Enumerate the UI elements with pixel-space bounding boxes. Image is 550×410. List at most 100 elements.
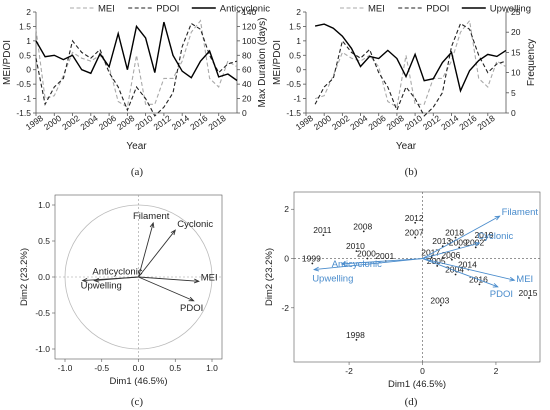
arrow-head: [188, 296, 195, 302]
arrow-head: [81, 277, 88, 283]
score-point: [528, 297, 530, 299]
arrow-head: [193, 278, 200, 284]
loading-arrow-pdoi: [422, 258, 498, 288]
score-point: [436, 265, 439, 267]
loading-label-cyclonic: Cyclonic: [477, 231, 513, 242]
y-left-tick-label: 1: [296, 36, 301, 46]
y-axis-right-title: Frequency: [526, 39, 537, 86]
y-right-tick-label: 15: [511, 47, 521, 57]
loading-label-upwelling: Upwelling: [81, 281, 122, 292]
series-line-mei: [314, 19, 507, 109]
y-right-tick-label: 120: [242, 21, 256, 31]
score-point: [454, 236, 457, 239]
x-tick-label: 1.0: [206, 363, 218, 373]
score-point: [414, 221, 417, 224]
score-label: 2005: [427, 256, 446, 266]
legend-entry-mei: MEI: [368, 4, 385, 15]
y-left-tick-label: 1.5: [19, 21, 31, 31]
score-point: [311, 262, 314, 265]
score-point: [454, 273, 457, 276]
arrow-head: [170, 229, 176, 236]
y-left-tick-label: 2: [26, 7, 31, 17]
series-line-pdoi: [314, 22, 507, 117]
y-axis-title: Dim2 (23.2%): [264, 248, 275, 306]
loading-label-pdoi: PDOI: [490, 289, 513, 300]
score-point: [322, 234, 325, 237]
loading-label-anticyclonic: Anticyclonic: [92, 267, 142, 278]
y-axis-right-title: Max Duration (days): [257, 17, 268, 107]
score-point: [474, 246, 477, 249]
series-line-anticyclonic: [35, 21, 238, 82]
legend-entry-pdoi: PDOI: [156, 4, 179, 15]
arrow-head: [149, 221, 155, 229]
loading-arrow-cyclonic: [138, 229, 176, 278]
y-axis-left-title: MEI/PDOI: [272, 40, 283, 85]
y-left-tick-label: 0.5: [289, 50, 301, 60]
y-tick-label: -2: [281, 303, 289, 313]
x-tick-label: -0.5: [94, 363, 109, 373]
score-label: 2007: [405, 228, 424, 238]
y-left-tick-label: -1.5: [286, 108, 301, 118]
panel-c-chart: -1.0 -0.5 0.0 0.5 1.0 -1.0 -0.5 0.0 0.5 1.0 Filame…: [19, 194, 223, 408]
score-label: 2015: [519, 288, 538, 298]
loading-arrow-upwelling: [314, 258, 423, 271]
score-label: 2019: [474, 230, 493, 240]
score-label: 2018: [445, 228, 464, 238]
y-right-tick-label: 140: [242, 7, 256, 17]
score-label: 2013: [432, 236, 451, 246]
x-tick-label: 2: [494, 366, 499, 376]
x-axis-title: Year: [396, 141, 417, 152]
y-tick-label: -0.5: [35, 308, 50, 318]
loading-label-filament: Filament: [502, 207, 539, 218]
y-left-tick-label: 0.5: [19, 50, 31, 60]
score-label: 2008: [353, 221, 372, 231]
score-label: 2017: [421, 247, 440, 257]
x-axis-title: Dim1 (46.5%): [109, 376, 167, 387]
y-left-tick-label: -1: [293, 94, 301, 104]
series-line-mei: [35, 19, 238, 109]
panel-label: (a): [131, 166, 144, 178]
panel-label: (b): [405, 166, 418, 178]
y-tick-label: 0.0: [38, 272, 50, 282]
loading-label-pdoi: PDOI: [180, 303, 203, 314]
legend-entry-mei: MEI: [98, 4, 115, 15]
y-left-tick-label: -1.5: [16, 108, 31, 118]
y-right-tick-label: 80: [242, 50, 252, 60]
score-point: [366, 257, 369, 260]
score-label: 1999: [302, 253, 321, 263]
y-axis-left-title: MEI/PDOI: [2, 40, 13, 85]
y-tick-label: 1.0: [38, 200, 50, 210]
score-point: [362, 230, 365, 233]
score-point: [478, 283, 481, 286]
arrow-head: [313, 266, 320, 272]
y-left-tick-label: 2: [296, 7, 301, 17]
score-point: [458, 246, 461, 249]
y-right-tick-label: 40: [242, 79, 252, 89]
y-tick-label: 2: [284, 204, 289, 214]
y-right-tick-label: 10: [511, 68, 521, 78]
y-right-tick-label: 5: [511, 88, 516, 98]
plot-frame: [293, 191, 541, 363]
loading-arrow-anticyclonic: [341, 258, 423, 265]
legend-entry-pdoi: PDOI: [426, 4, 449, 15]
x-tick-label: 0: [420, 366, 425, 376]
score-point: [441, 245, 444, 248]
score-point: [414, 236, 417, 239]
loading-arrow-mei: [138, 276, 199, 282]
score-point: [430, 256, 433, 259]
y-tick-label: 0.5: [38, 236, 50, 246]
y-left-tick-label: 0: [296, 65, 301, 75]
y-right-tick-label: 25: [511, 7, 521, 17]
y-left-tick-label: 1: [26, 36, 31, 46]
y-axis-title: Dim2 (23.2%): [19, 248, 30, 306]
x-axis-title: Year: [126, 141, 147, 152]
y-right-tick-label: 0: [242, 108, 247, 118]
loading-arrow-cyclonic: [422, 242, 480, 259]
score-point: [484, 239, 486, 241]
arrow-head: [474, 241, 481, 247]
score-point: [450, 258, 453, 261]
loading-label-mei: MEI: [516, 274, 533, 285]
score-label: 2011: [313, 225, 332, 235]
panel-label: (d): [405, 396, 418, 408]
